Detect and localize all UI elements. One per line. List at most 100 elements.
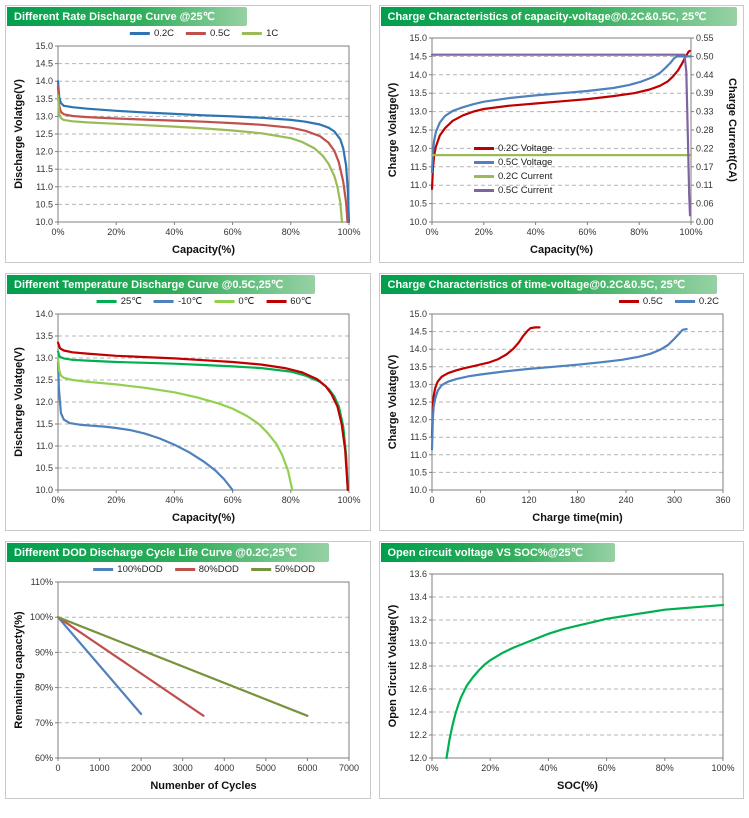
legend-swatch <box>618 300 639 303</box>
svg-text:12.0: 12.0 <box>36 147 54 157</box>
svg-text:60%: 60% <box>597 763 615 773</box>
svg-text:0.17: 0.17 <box>696 162 714 172</box>
y-axis-label: Discharge Volatge(V) <box>13 347 25 457</box>
legend-label: 80%DOD <box>198 564 239 575</box>
legend-item-0.2C: 0.2C <box>129 28 175 39</box>
svg-text:12.2: 12.2 <box>409 730 427 740</box>
svg-text:0.11: 0.11 <box>696 180 713 190</box>
y-axis-label: Charge Volatge(V) <box>387 82 399 177</box>
chart-legend: 0.2C 0.5C 1C <box>129 28 279 39</box>
y2-tick-labels: 0.00 0.06 0.11 0.17 0.22 0.28 0.33 0.39 0.44 0.50… <box>690 33 714 227</box>
y-axis-label: Discharge Volatge(V) <box>13 79 25 189</box>
svg-text:13.0: 13.0 <box>409 107 427 117</box>
legend-label: 0.5C Voltage <box>498 157 553 168</box>
legend-item-0.5C Voltage: 0.5C Voltage <box>474 157 552 168</box>
chart-legend: 0.5C 0.2C <box>618 296 719 307</box>
svg-text:80%: 80% <box>630 227 648 237</box>
svg-text:13.5: 13.5 <box>409 88 427 98</box>
charge-time-voltage-chart: 0 60 120 180 240 300 360 10.0 10.5 11.0 11.5 12.0 12… <box>380 294 744 528</box>
svg-text:0%: 0% <box>425 763 438 773</box>
svg-text:0.33: 0.33 <box>696 107 714 117</box>
svg-text:4000: 4000 <box>215 763 235 773</box>
svg-text:10.0: 10.0 <box>36 485 54 495</box>
x-axis-label: SOC(%) <box>557 780 598 792</box>
legend-label: 0.2C Voltage <box>498 143 553 154</box>
y-tick-labels: 10.0 10.5 11.0 11.5 12.0 12.5 13.0 13.5 14.0 14.5… <box>409 309 432 495</box>
svg-text:13.5: 13.5 <box>409 362 427 372</box>
chart-legend: 100%DOD 80%DOD 50%DOD <box>93 564 315 575</box>
legend-item-0.5C Current: 0.5C Current <box>474 185 552 196</box>
svg-text:0: 0 <box>429 495 434 505</box>
svg-text:40%: 40% <box>166 495 184 505</box>
svg-text:3000: 3000 <box>173 763 193 773</box>
chart-legend: 25℃ -10℃ 0℃ 60℃ <box>96 296 312 307</box>
svg-text:40%: 40% <box>539 763 557 773</box>
svg-text:10.5: 10.5 <box>409 467 427 477</box>
svg-text:0%: 0% <box>425 227 438 237</box>
svg-text:13.5: 13.5 <box>36 331 54 341</box>
legend-swatch <box>474 189 494 192</box>
series-line-100%DOD <box>57 616 143 716</box>
svg-text:14.0: 14.0 <box>409 344 427 354</box>
svg-text:20%: 20% <box>107 227 125 237</box>
svg-text:12.6: 12.6 <box>409 684 427 694</box>
svg-text:40%: 40% <box>526 227 544 237</box>
chart-svg: 0% 20% 40% 60% 80% 100% 10.0 10.5 11.0 11.5 12.0 12… <box>387 33 738 256</box>
svg-text:360: 360 <box>715 495 730 505</box>
svg-text:12.0: 12.0 <box>36 397 54 407</box>
series-line-1C <box>57 94 344 224</box>
svg-text:13.0: 13.0 <box>409 379 427 389</box>
x-tick-labels: 0 1000 2000 3000 4000 5000 6000 7000 <box>56 758 359 773</box>
svg-text:15.0: 15.0 <box>409 33 427 43</box>
legend-swatch <box>96 300 117 303</box>
legend-swatch <box>129 32 150 35</box>
svg-text:80%: 80% <box>656 763 674 773</box>
svg-text:60%: 60% <box>224 495 242 505</box>
panel-rate-discharge: Different Rate Discharge Curve @25℃ 0% 20… <box>5 5 371 263</box>
svg-text:10.0: 10.0 <box>36 217 54 227</box>
legend-item-0℃: 0℃ <box>214 296 254 307</box>
y-tick-labels: 10.0 10.5 11.0 11.5 12.0 12.5 13.0 13.5 14.0 14.5… <box>409 33 432 227</box>
legend-label: 25℃ <box>120 296 142 307</box>
chart-title-bar: Different DOD Discharge Cycle Life Curve… <box>7 543 329 562</box>
series-line-0.2C <box>430 327 688 451</box>
svg-text:11.0: 11.0 <box>36 182 53 192</box>
svg-text:80%: 80% <box>35 683 53 693</box>
svg-text:13.0: 13.0 <box>36 353 54 363</box>
legend-label: 1C <box>266 28 279 39</box>
ocv-vs-soc-chart: 0% 20% 40% 60% 80% 100% 12.0 12.2 12.4 12.6 12.8 13… <box>380 562 744 796</box>
y-axis-label: Open Circuit Volatge(V) <box>387 604 399 727</box>
svg-text:14.0: 14.0 <box>36 76 54 86</box>
svg-text:0%: 0% <box>52 227 65 237</box>
svg-text:11.0: 11.0 <box>410 180 427 190</box>
legend-label: 0.5C <box>642 296 663 307</box>
chart-svg: 0 1000 2000 3000 4000 5000 6000 7000 60% 70% 80% 90… <box>13 577 359 792</box>
legend-label: 0℃ <box>238 296 255 307</box>
svg-text:20%: 20% <box>475 227 493 237</box>
legend-label: 50%DOD <box>274 564 315 575</box>
series-line-25℃ <box>57 350 350 492</box>
legend-item-0.2C: 0.2C <box>674 296 719 307</box>
svg-text:100%: 100% <box>338 495 361 505</box>
svg-text:120: 120 <box>521 495 536 505</box>
x-axis-label: Capacity(%) <box>530 244 593 256</box>
legend-item-100%DOD: 100%DOD <box>93 564 163 575</box>
svg-text:0.39: 0.39 <box>696 88 714 98</box>
legend-label: 0.2C <box>153 28 175 39</box>
legend-swatch <box>186 32 207 35</box>
legend-label: -10℃ <box>177 296 203 307</box>
x-tick-labels: 0% 20% 40% 60% 80% 100% <box>425 758 734 773</box>
svg-text:11.5: 11.5 <box>410 432 427 442</box>
svg-text:180: 180 <box>570 495 585 505</box>
chart-title-bar: Open circuit voltage VS SOC%@25℃ <box>380 543 615 562</box>
svg-text:6000: 6000 <box>298 763 318 773</box>
x-tick-labels: 0% 20% 40% 60% 80% 100% <box>52 222 361 237</box>
series-line-0.5C <box>430 326 541 439</box>
y-tick-labels: 10.0 10.5 11.0 11.5 12.0 12.5 13.0 13.5 14.0 14.5… <box>36 41 59 227</box>
svg-text:20%: 20% <box>107 495 125 505</box>
legend-item-0.2C Voltage: 0.2C Voltage <box>474 143 552 154</box>
svg-text:240: 240 <box>618 495 633 505</box>
svg-text:100%: 100% <box>30 612 53 622</box>
svg-text:80%: 80% <box>282 495 300 505</box>
svg-text:13.4: 13.4 <box>409 592 427 602</box>
